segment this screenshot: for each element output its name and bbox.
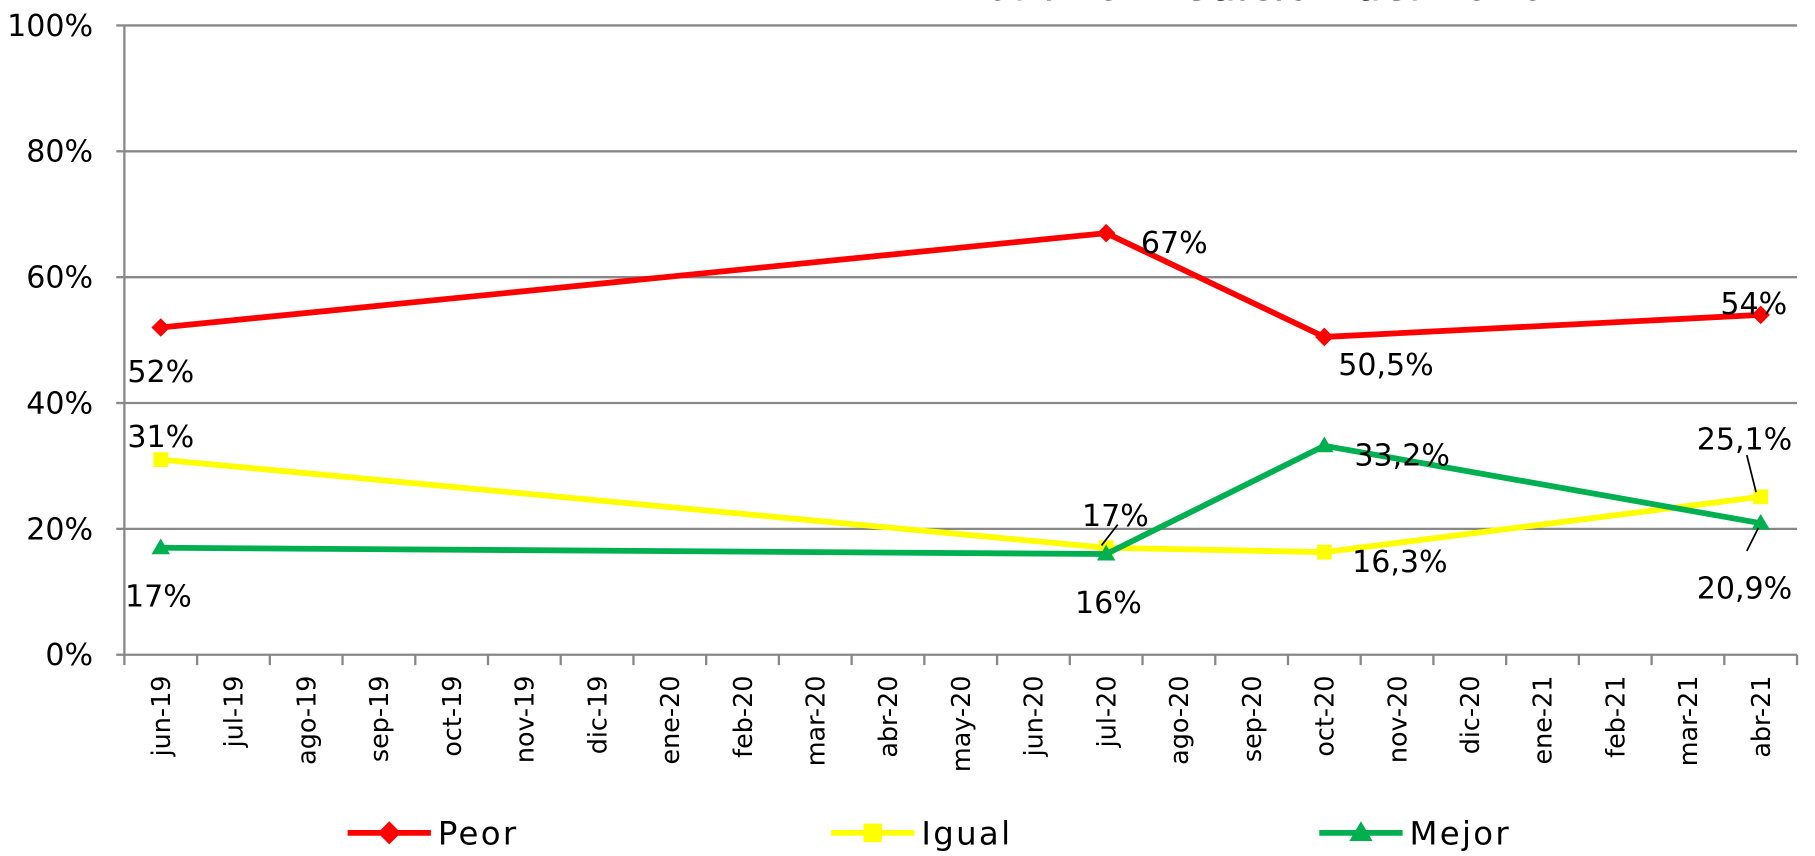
- y-tick-label: 60%: [26, 261, 93, 296]
- data-label: 52%: [127, 355, 194, 390]
- x-tick-label: nov-20: [1382, 676, 1412, 764]
- series-line: [1321, 312, 1764, 340]
- x-tick-label: sep-19: [364, 676, 394, 763]
- point: [1751, 513, 1770, 530]
- legend-marker: [1349, 821, 1373, 841]
- legend-label: Peor: [438, 814, 519, 852]
- point: [1096, 223, 1116, 243]
- x-tick-label: feb-20: [728, 676, 758, 758]
- data-label: 17%: [125, 580, 192, 615]
- series: 31%17%16,3%25,1%: [127, 420, 1792, 580]
- x-tick-label: ene-21: [1528, 676, 1558, 765]
- x-tick-label: jul-20: [1091, 676, 1121, 749]
- x-tick-label: oct-20: [1310, 676, 1340, 757]
- x-tick-label: jun-20: [1019, 676, 1049, 758]
- legend-marker: [863, 823, 883, 843]
- data-label: 67%: [1141, 226, 1208, 261]
- series-line: [1103, 442, 1328, 557]
- data-label: 31%: [127, 420, 194, 455]
- point: [1753, 489, 1769, 505]
- x-tick-label: abr-21: [1746, 676, 1776, 758]
- x-tick-label: jun-19: [146, 676, 176, 758]
- series-line: [157, 456, 1110, 551]
- point: [1315, 436, 1334, 453]
- y-tick-label: 40%: [26, 386, 93, 421]
- data-label: 33,2%: [1354, 438, 1450, 473]
- x-tick-label: mar-21: [1673, 676, 1703, 767]
- point: [1096, 544, 1116, 561]
- leader-line: [1745, 454, 1757, 493]
- x-tick-label: mar-20: [801, 676, 831, 767]
- x-tick-label: abr-20: [873, 676, 903, 758]
- x-tick-label: dic-19: [582, 676, 612, 755]
- y-tick-label: 100%: [7, 9, 93, 44]
- x-tick-label: ago-20: [1164, 676, 1194, 765]
- y-tick-label: 80%: [26, 135, 93, 170]
- y-tick-label: 0%: [45, 638, 93, 673]
- x-tick-label: oct-19: [437, 676, 467, 757]
- series: 52% 67% 50,5% 54%: [127, 223, 1787, 390]
- series-line: [1321, 442, 1764, 527]
- leader-line: [1100, 524, 1119, 546]
- point: [153, 452, 169, 468]
- data-label: 20,9%: [1697, 571, 1793, 606]
- x-tick-label: nov-19: [510, 676, 540, 764]
- data-label: 50,5%: [1338, 348, 1434, 383]
- data-label: 25,1%: [1697, 422, 1793, 457]
- x-tick-label: dic-20: [1455, 676, 1485, 755]
- point: [151, 318, 170, 337]
- leader-line: [1746, 527, 1760, 552]
- legend-marker: [377, 821, 401, 845]
- chart-title: última medición del 2020.: [986, 0, 1561, 11]
- series-line: [1321, 493, 1764, 556]
- point: [1316, 544, 1332, 560]
- x-tick-label: ago-19: [291, 676, 321, 765]
- point: [151, 538, 170, 555]
- point: [1751, 305, 1770, 325]
- data-label: 54%: [1720, 287, 1787, 322]
- x-tick-label: ene-20: [655, 676, 685, 765]
- x-tick-label: jul-19: [219, 676, 249, 749]
- x-tick-label: sep-20: [1237, 676, 1267, 763]
- series-line: [157, 544, 1110, 557]
- series-line: [157, 230, 1110, 331]
- x-tick-label: may-20: [946, 676, 976, 773]
- data-label: 16%: [1075, 586, 1142, 621]
- data-label: 16,3%: [1352, 545, 1448, 580]
- series-line: [1103, 544, 1328, 556]
- legend-label: Mejor: [1410, 814, 1512, 852]
- series: 17% 16% 33,2% 20,9%: [125, 436, 1793, 621]
- series-line: [1103, 230, 1328, 340]
- x-tick-label: feb-21: [1600, 676, 1630, 758]
- point: [1315, 327, 1334, 347]
- legend-label: Igual: [921, 814, 1012, 852]
- y-tick-label: 20%: [26, 512, 93, 547]
